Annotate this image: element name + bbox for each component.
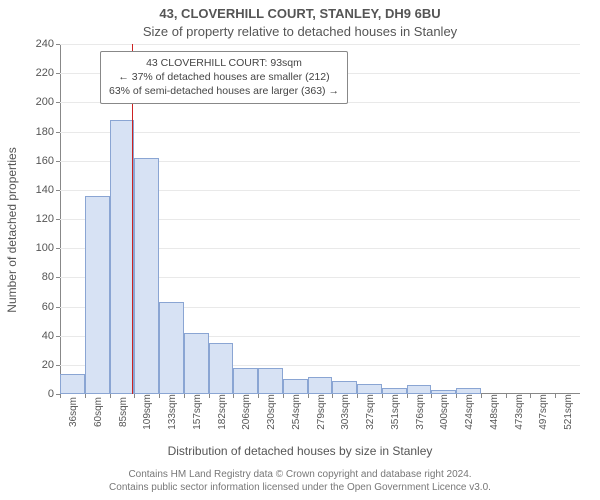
x-tick-label: 327sqm [357,380,370,416]
footer-line-1: Contains HM Land Registry data © Crown c… [0,468,600,481]
y-tick-label: 120 [36,213,54,225]
x-tick-label: 400sqm [431,380,444,416]
x-tick-label: 351sqm [382,380,395,416]
y-tick-label: 180 [36,126,54,138]
x-axis-label: Distribution of detached houses by size … [0,444,600,458]
y-tick-mark [56,102,60,103]
histogram-bar [110,120,135,394]
x-tick-label: 206sqm [233,380,246,416]
footer-attribution: Contains HM Land Registry data © Crown c… [0,468,600,494]
y-tick-label: 240 [36,38,54,50]
y-tick-label: 60 [42,301,54,313]
x-tick-label: 303sqm [332,380,345,416]
y-tick-mark [56,365,60,366]
x-tick-label: 133sqm [159,380,172,416]
annotation-line-1: 43 CLOVERHILL COURT: 93sqm [109,56,339,70]
x-tick-label: 473sqm [506,380,519,416]
y-tick-label: 100 [36,242,54,254]
x-tick-label: 230sqm [258,380,271,416]
x-tick-label: 448sqm [481,380,494,416]
y-tick-label: 220 [36,67,54,79]
y-tick-mark [56,277,60,278]
x-tick-label: 60sqm [85,383,98,413]
x-tick-label: 109sqm [134,380,147,416]
y-tick-label: 40 [42,330,54,342]
y-tick-mark [56,132,60,133]
y-tick-mark [56,44,60,45]
chart-plot-area: 43 CLOVERHILL COURT: 93sqm ← 37% of deta… [60,44,580,394]
y-tick-label: 0 [48,388,54,400]
y-tick-mark [56,307,60,308]
annotation-line-2: ← 37% of detached houses are smaller (21… [109,70,339,84]
annotation-line-3: 63% of semi-detached houses are larger (… [109,84,339,98]
x-tick-label: 424sqm [456,380,469,416]
histogram-bar [134,158,159,394]
x-tick-label: 182sqm [209,380,222,416]
y-tick-mark [56,336,60,337]
x-tick-label: 497sqm [530,380,543,416]
y-tick-label: 80 [42,271,54,283]
y-tick-mark [56,190,60,191]
y-tick-mark [56,248,60,249]
y-tick-mark [56,219,60,220]
y-tick-mark [56,161,60,162]
x-tick-label: 157sqm [184,380,197,416]
y-tick-label: 160 [36,155,54,167]
y-axis-label: Number of detached properties [5,100,19,360]
x-tick-label: 36sqm [60,383,73,413]
x-tick-label: 521sqm [555,380,568,416]
title-address: 43, CLOVERHILL COURT, STANLEY, DH9 6BU [0,6,600,21]
annotation-box: 43 CLOVERHILL COURT: 93sqm ← 37% of deta… [100,51,348,104]
x-tick-label: 254sqm [283,380,296,416]
x-tick-label: 279sqm [308,380,321,416]
y-tick-mark [56,73,60,74]
y-tick-label: 200 [36,96,54,108]
y-tick-label: 140 [36,184,54,196]
title-subtitle: Size of property relative to detached ho… [0,24,600,39]
gridline [60,44,580,45]
x-tick-label: 376sqm [407,380,420,416]
x-tick-label: 85sqm [110,383,123,413]
histogram-bar [85,196,110,394]
footer-line-2: Contains public sector information licen… [0,481,600,494]
gridline [60,132,580,133]
y-tick-label: 20 [42,359,54,371]
